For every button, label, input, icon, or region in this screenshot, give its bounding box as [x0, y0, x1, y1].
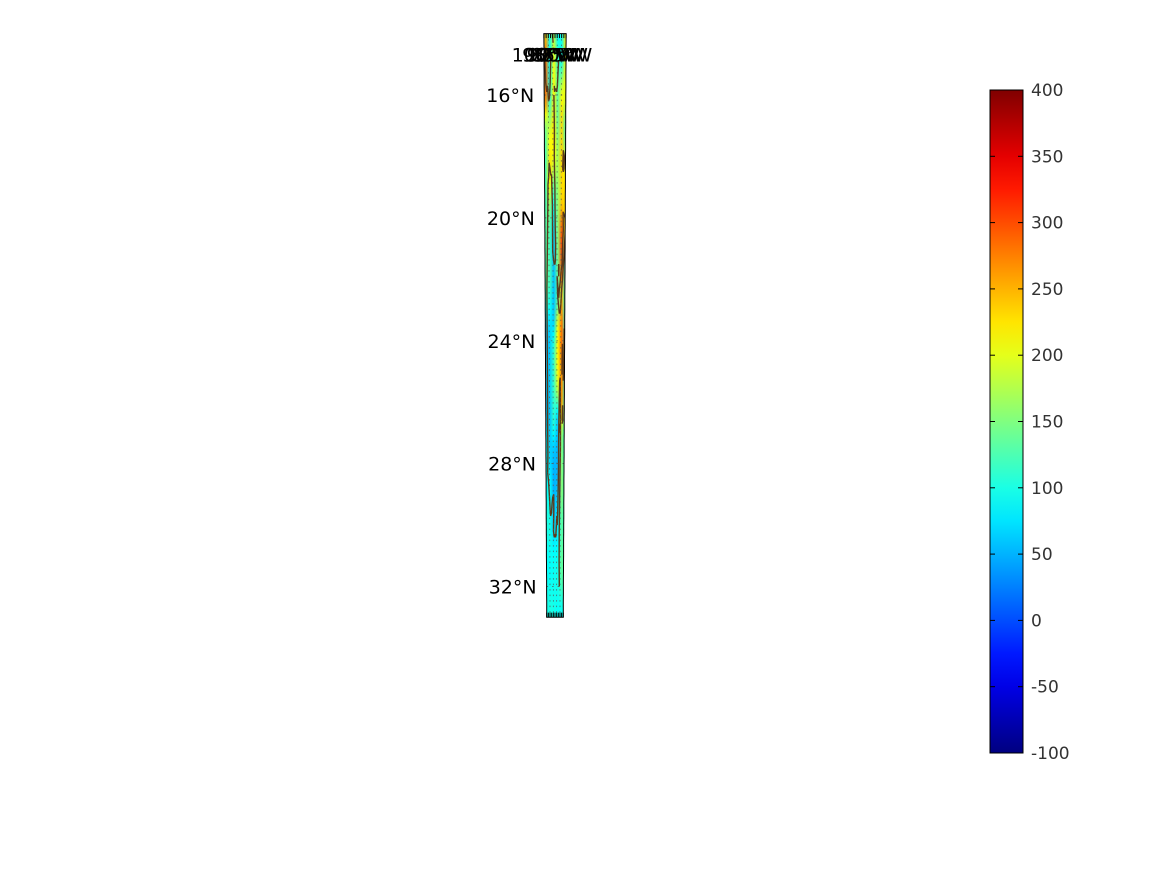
colorbar-tick-label: 400 [1031, 81, 1063, 101]
colorbar-tick-label: -100 [1031, 744, 1070, 764]
parallel-label: 20°N [487, 208, 535, 230]
colorbar-tick-label: 200 [1031, 346, 1063, 366]
coastlines [544, 33, 567, 587]
coastline [562, 328, 565, 381]
parallel-labels: 16°N 20°N 24°N 28°N 32°N [486, 85, 536, 599]
meridian-label: 100°W [512, 45, 577, 67]
coastline [562, 150, 566, 172]
meridian-label: 95°W [522, 45, 575, 67]
colorbar-tick-label: 150 [1031, 413, 1063, 433]
coastline [553, 61, 560, 93]
meridian-label: 80°W [535, 45, 588, 67]
coastline [544, 51, 552, 102]
parallel-label: 24°N [488, 331, 536, 353]
meridian-line [559, 33, 563, 618]
colorbar-ramp [989, 89, 1024, 754]
coastline [561, 405, 564, 424]
colorbar-ticks [990, 89, 1023, 754]
meridian-label: 75°W [540, 45, 593, 67]
colorbar-tick-label: 350 [1031, 147, 1063, 167]
colorbar-labels: 400 350 300 250 200 150 100 50 0 -50 -10… [1031, 81, 1070, 764]
colorbar-tick-label: 100 [1031, 479, 1063, 499]
colorbar-tick-label: 250 [1031, 280, 1063, 300]
coastline [564, 208, 567, 222]
colorbar-tick-label: 50 [1031, 545, 1053, 565]
colorbar: 400 350 300 250 200 150 100 50 0 -50 -10… [989, 81, 1070, 764]
meridian-label: 85°W [531, 45, 584, 67]
meridian-line [556, 33, 558, 618]
colorbar-tick-label: -50 [1031, 678, 1059, 698]
colorbar-tick-label: 0 [1031, 611, 1042, 631]
coastline [546, 94, 557, 473]
colorbar-tick-label: 300 [1031, 214, 1063, 234]
meridian-labels: 100°W 95°W 90°W 85°W 80°W 75°W [512, 45, 593, 67]
frame-ticks [543, 33, 567, 618]
parallel-label: 16°N [486, 85, 534, 107]
meridian-line [552, 33, 554, 618]
parallel-label: 32°N [489, 577, 537, 599]
coastline [547, 377, 562, 587]
meridian-line [547, 33, 551, 618]
parallel-label: 28°N [488, 454, 536, 476]
meridian-label: 90°W [527, 45, 580, 67]
